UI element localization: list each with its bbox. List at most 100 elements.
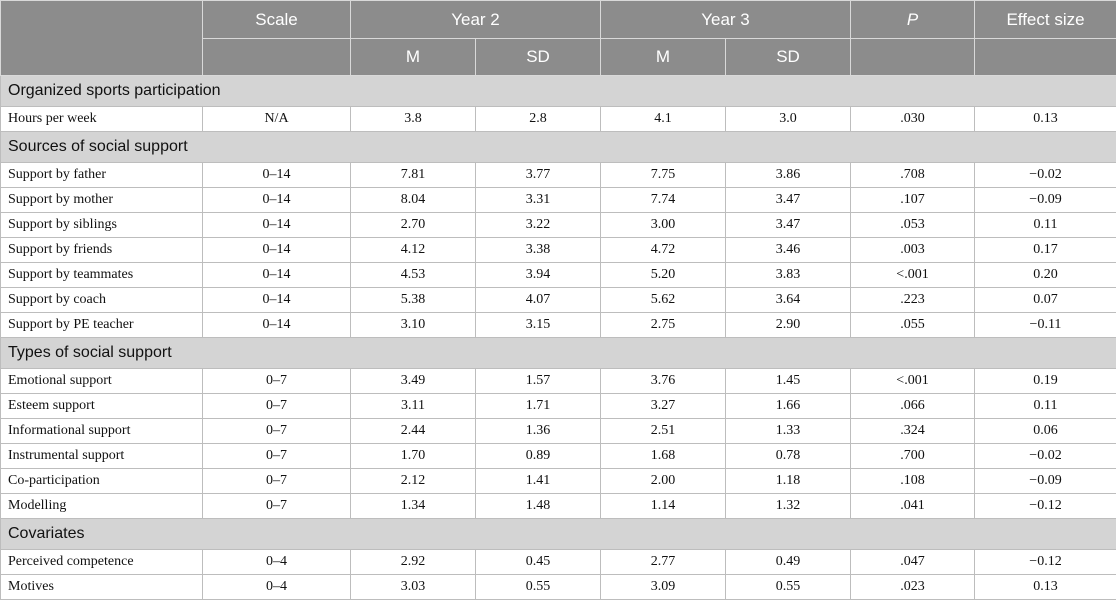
year2-mean-cell: 1.70 [350,443,476,469]
scale-cell: 0–14 [202,262,351,288]
year3-mean-cell: 2.51 [600,418,726,444]
effect-size-cell: −0.09 [974,187,1116,213]
effect-size-cell: −0.02 [974,162,1116,188]
effect-size-cell: 0.11 [974,393,1116,419]
year3-sd-cell: 0.55 [725,574,851,600]
year2-mean-cell: 3.11 [350,393,476,419]
table-row: Support by coach 0–14 5.38 4.07 5.62 3.64.223… [0,287,1116,313]
year3-sd-cell: 1.33 [725,418,851,444]
p-value-cell: .003 [850,237,975,263]
year2-mean-cell: 3.8 [350,106,476,132]
year2-mean-cell: 3.49 [350,368,476,394]
scale-cell: 0–14 [202,287,351,313]
scale-cell: 0–14 [202,187,351,213]
effect-size-cell: −0.12 [974,493,1116,519]
effect-size-cell: 0.06 [974,418,1116,444]
table-row: Emotional support 0–7 3.49 1.57 3.76 1.45 <.00… [0,368,1116,394]
scale-cell: 0–7 [202,418,351,444]
header-effect-size: Effect size [974,0,1116,39]
year2-mean-cell: 1.34 [350,493,476,519]
year3-mean-cell: 2.00 [600,468,726,494]
year3-sd-cell: 1.45 [725,368,851,394]
row-label: Motives [0,574,203,600]
p-value-cell: .055 [850,312,975,338]
table-body: Organized sports participation Hours per … [0,75,1116,600]
header-year2-sd: SD [475,38,601,76]
scale-cell: 0–14 [202,212,351,238]
row-label: Co-participation [0,468,203,494]
section-row: Organized sports participation [0,75,1116,107]
effect-size-cell: 0.11 [974,212,1116,238]
p-value-cell: .053 [850,212,975,238]
year3-mean-cell: 4.1 [600,106,726,132]
year2-sd-cell: 3.38 [475,237,601,263]
year3-sd-cell: 3.47 [725,212,851,238]
row-label: Support by PE teacher [0,312,203,338]
p-value-cell: .107 [850,187,975,213]
p-value-cell: .708 [850,162,975,188]
table-row: Hours per week N/A 3.8 2.8 4.1 3.0.030 0.13 [0,106,1116,132]
year3-mean-cell: 3.27 [600,393,726,419]
table-row: Informational support 0–7 2.44 1.36 2.51 1.33… [0,418,1116,444]
year3-sd-cell: 1.66 [725,393,851,419]
year2-sd-cell: 1.48 [475,493,601,519]
scale-cell: 0–7 [202,393,351,419]
year2-mean-cell: 2.44 [350,418,476,444]
section-title: Organized sports participation [0,75,1116,107]
year3-mean-cell: 2.75 [600,312,726,338]
table-header: Scale Year 2 Year 3 P Effect size M SD M… [0,0,1116,76]
table-row: Support by PE teacher 0–14 3.10 3.15 2.75 2.9… [0,312,1116,338]
section-title: Types of social support [0,337,1116,369]
year3-sd-cell: 1.32 [725,493,851,519]
year2-sd-cell: 3.15 [475,312,601,338]
header-scale-sub-blank [202,38,351,76]
year3-sd-cell: 0.49 [725,549,851,575]
effect-size-cell: −0.11 [974,312,1116,338]
table-row: Support by siblings 0–14 2.70 3.22 3.00 3.47.… [0,212,1116,238]
header-year-3: Year 3 [600,0,851,39]
scale-cell: 0–7 [202,443,351,469]
year3-mean-cell: 3.76 [600,368,726,394]
row-label: Emotional support [0,368,203,394]
year2-sd-cell: 2.8 [475,106,601,132]
scale-cell: 0–7 [202,493,351,519]
header-effect-sub-blank [974,38,1116,76]
section-row: Sources of social support [0,131,1116,163]
effect-size-cell: −0.09 [974,468,1116,494]
header-p-value: P [850,0,975,39]
year3-mean-cell: 1.68 [600,443,726,469]
section-title: Sources of social support [0,131,1116,163]
year3-sd-cell: 1.18 [725,468,851,494]
header-blank-cell [0,0,203,76]
p-value-cell: .030 [850,106,975,132]
scale-cell: 0–14 [202,237,351,263]
year2-mean-cell: 2.92 [350,549,476,575]
table-row: Esteem support 0–7 3.11 1.71 3.27 1.66.066 0.1… [0,393,1116,419]
row-label: Esteem support [0,393,203,419]
p-value-cell: .066 [850,393,975,419]
p-value-cell: .223 [850,287,975,313]
year3-mean-cell: 5.62 [600,287,726,313]
table-row: Co-participation 0–7 2.12 1.41 2.00 1.18.108−… [0,468,1116,494]
scale-cell: 0–14 [202,162,351,188]
year2-mean-cell: 3.10 [350,312,476,338]
p-value-cell: .023 [850,574,975,600]
effect-size-cell: 0.17 [974,237,1116,263]
row-label: Modelling [0,493,203,519]
year2-mean-cell: 7.81 [350,162,476,188]
year2-sd-cell: 1.71 [475,393,601,419]
table-row: Support by father 0–14 7.81 3.77 7.75 3.86.70… [0,162,1116,188]
p-value-cell: .041 [850,493,975,519]
p-value-cell: .108 [850,468,975,494]
table-row: Support by friends 0–14 4.12 3.38 4.72 3.46.0… [0,237,1116,263]
scale-cell: 0–7 [202,468,351,494]
year3-sd-cell: 0.78 [725,443,851,469]
table-row: Support by teammates 0–14 4.53 3.94 5.20 3.83… [0,262,1116,288]
year2-sd-cell: 3.77 [475,162,601,188]
row-label: Hours per week [0,106,203,132]
effect-size-cell: −0.12 [974,549,1116,575]
year2-mean-cell: 2.70 [350,212,476,238]
header-p-sub-blank [850,38,975,76]
effect-size-cell: 0.13 [974,574,1116,600]
